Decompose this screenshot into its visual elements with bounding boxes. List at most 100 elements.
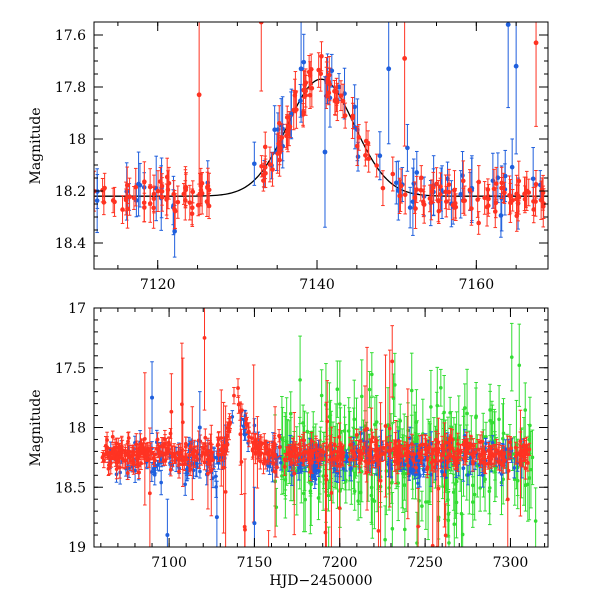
marker — [147, 184, 153, 190]
marker — [288, 411, 293, 416]
data-point — [439, 368, 443, 407]
marker — [101, 200, 107, 205]
marker — [198, 469, 202, 474]
marker — [165, 187, 171, 193]
marker — [307, 92, 313, 98]
marker — [272, 127, 277, 133]
marker — [267, 162, 273, 167]
marker — [326, 493, 331, 498]
marker — [493, 181, 499, 186]
data-point — [370, 352, 374, 397]
data-point — [252, 141, 257, 186]
marker — [530, 455, 535, 460]
data-point — [533, 487, 538, 547]
marker — [403, 527, 407, 532]
marker — [187, 200, 193, 205]
data-point — [147, 168, 153, 206]
data-point — [298, 22, 304, 123]
marker — [263, 170, 268, 176]
data-point — [279, 455, 283, 471]
marker — [512, 466, 517, 470]
marker — [439, 385, 443, 390]
marker — [465, 411, 469, 416]
marker — [322, 149, 328, 155]
data-point — [451, 473, 456, 511]
marker — [358, 490, 363, 495]
marker — [402, 192, 408, 198]
marker — [306, 69, 312, 75]
marker — [198, 187, 204, 193]
marker — [362, 446, 367, 451]
marker — [420, 504, 424, 508]
marker — [321, 474, 325, 478]
marker — [434, 181, 439, 187]
data-point — [499, 166, 505, 199]
data-point — [267, 146, 273, 183]
marker — [374, 163, 379, 168]
data-point — [380, 170, 386, 207]
marker — [261, 178, 266, 183]
data-point — [286, 111, 292, 147]
marker — [301, 421, 305, 425]
data-point — [460, 160, 466, 202]
data-point — [509, 322, 514, 392]
marker — [334, 97, 339, 102]
data-point — [469, 191, 474, 226]
data-point — [183, 169, 188, 208]
marker — [427, 196, 433, 201]
marker — [390, 171, 396, 177]
data-point — [540, 174, 546, 211]
marker — [470, 483, 475, 488]
marker — [123, 196, 129, 201]
marker — [409, 388, 414, 393]
marker — [298, 66, 304, 72]
marker — [355, 154, 361, 159]
marker — [216, 452, 221, 457]
marker — [205, 185, 210, 191]
marker — [526, 482, 530, 487]
x-tick-label: 7140 — [299, 277, 335, 293]
data-point — [509, 138, 515, 196]
data-point — [390, 156, 396, 192]
data-point — [101, 189, 107, 216]
marker — [407, 205, 413, 210]
data-point — [462, 185, 468, 216]
marker — [335, 387, 340, 391]
marker — [359, 394, 364, 399]
data-point — [316, 52, 321, 88]
marker — [486, 196, 491, 202]
marker — [352, 417, 357, 422]
marker — [319, 393, 324, 398]
data-point — [326, 479, 331, 512]
marker — [492, 209, 498, 214]
marker — [446, 518, 451, 523]
marker — [531, 207, 537, 212]
top-x-tick-labels: 7120 7140 7160 — [140, 277, 494, 293]
marker — [508, 193, 513, 199]
marker — [252, 423, 257, 428]
data-point — [458, 170, 464, 219]
marker — [458, 192, 464, 197]
data-point — [487, 468, 492, 515]
marker — [533, 519, 538, 523]
marker — [183, 185, 188, 191]
data-point — [205, 171, 210, 204]
marker — [530, 176, 536, 182]
marker — [280, 436, 284, 440]
marker — [300, 109, 306, 115]
data-point — [512, 457, 517, 479]
marker — [540, 190, 546, 196]
marker — [340, 98, 346, 104]
marker — [383, 537, 387, 542]
data-point — [172, 193, 178, 229]
marker — [276, 120, 282, 126]
marker — [424, 500, 428, 504]
marker — [369, 485, 374, 490]
data-point — [412, 181, 418, 214]
marker — [142, 179, 147, 185]
data-point — [530, 429, 535, 486]
data-point — [356, 481, 360, 521]
marker — [155, 463, 160, 468]
marker — [127, 194, 132, 199]
